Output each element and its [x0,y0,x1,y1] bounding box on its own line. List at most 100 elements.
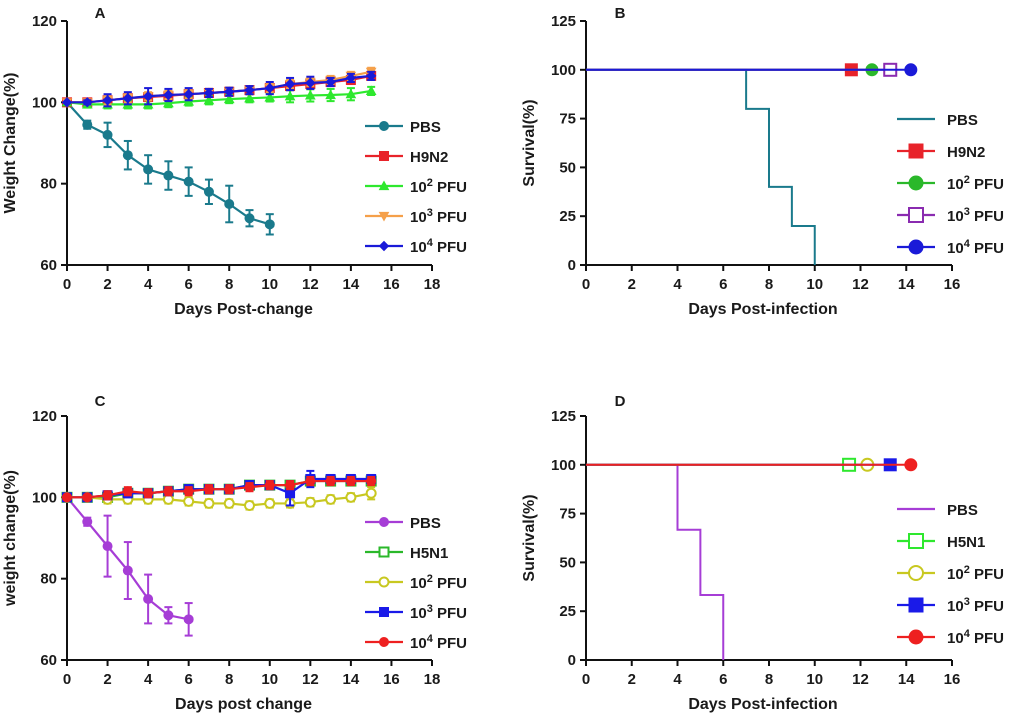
y-tick-label-d: 50 [559,554,576,571]
data-point [143,164,154,175]
data-point [122,486,133,497]
series-b-pbs [586,68,816,265]
data-point [345,476,356,487]
data-point [163,170,174,181]
legend-item-b-102: 102 PFU [897,174,1004,193]
data-point [163,97,174,108]
data-point [224,199,235,209]
legend-item-d-pbs: PBS [897,502,978,519]
data-point [264,480,275,491]
legend-label: H5N1 [410,545,448,562]
legend-item-a-pbs: PBS [365,119,441,136]
x-tick-label-d: 14 [898,671,915,688]
x-tick-label-a: 4 [144,276,153,293]
x-tick-label-c: 8 [225,671,233,688]
survival-step [586,463,725,660]
data-point [325,476,336,487]
data-point [304,496,316,508]
legend-label: 102 PFU [947,564,1004,583]
x-tick-label-d: 12 [852,671,869,688]
legend-item-c-h5n1: H5N1 [365,545,448,562]
y-tick-label-b: 75 [559,111,576,128]
legend-marker [378,546,390,558]
data-point [203,186,214,197]
x-tick-label-b: 14 [898,276,915,293]
data-point [345,88,357,99]
x-tick-label-a: 0 [63,276,71,293]
series-b-104 [586,63,918,77]
x-tick-label-b: 16 [944,276,961,293]
data-point [82,97,93,108]
data-point [183,614,194,625]
data-point [264,497,276,509]
legend-label: 103 PFU [947,596,1004,615]
legend-marker [379,607,389,617]
legend-label: 103 PFU [947,206,1004,225]
data-point [285,480,296,491]
data-point [163,610,174,621]
legend-label: PBS [410,119,441,136]
data-point [203,87,215,99]
data-point [82,119,93,130]
legend-item-b-103: 103 PFU [897,206,1004,225]
y-tick-label-c: 100 [32,489,57,506]
data-point [264,82,275,94]
survival-step [586,68,816,265]
legend-marker [908,533,924,549]
data-point [305,77,316,89]
data-point [82,516,93,527]
data-point [223,497,235,509]
data-point [284,90,296,101]
y-tick-label-d: 125 [551,408,576,425]
legend-label: PBS [410,515,441,532]
data-point [62,492,72,503]
legend-marker [378,240,390,252]
legend-item-a-102: 102 PFU [365,177,467,196]
x-tick-label-b: 0 [582,276,590,293]
x-tick-label-d: 16 [944,671,961,688]
legend-marker [908,143,924,159]
data-point [345,72,357,84]
x-tick-label-a: 18 [424,276,441,293]
series-c-pbs [62,492,194,637]
data-point [122,150,133,161]
x-tick-label-c: 10 [261,671,278,688]
y-tick-label-b: 125 [551,13,576,30]
series-line [67,74,372,104]
x-tick-label-d: 4 [673,671,682,688]
x-tick-label-b: 6 [719,276,727,293]
x-tick-label-a: 2 [103,276,111,293]
x-tick-label-b: 8 [765,276,773,293]
legend-marker [378,211,390,222]
data-point [203,484,214,495]
data-point [325,493,337,505]
legend-marker [908,565,924,581]
data-point [305,476,316,487]
series-d-pbs [586,463,725,660]
legend-item-c-102: 102 PFU [365,573,467,592]
legend-item-d-h5n1: H5N1 [897,533,985,551]
legend-item-b-pbs: PBS [897,112,978,129]
data-point [244,84,255,96]
series-c-104 [62,476,377,503]
x-tick-label-b: 2 [628,276,636,293]
y-tick-label-b: 100 [551,62,576,79]
legend-marker [908,207,924,223]
x-tick-label-c: 6 [184,671,192,688]
x-tick-label-c: 16 [383,671,400,688]
legend-item-d-102: 102 PFU [897,564,1004,583]
legend-item-a-104: 104 PFU [365,237,467,256]
data-point [183,495,195,507]
data-point [284,78,296,90]
data-point [163,486,174,497]
x-tick-label-a: 16 [383,276,400,293]
x-tick-label-a: 12 [302,276,319,293]
legend-item-c-104: 104 PFU [365,633,467,652]
series-line [67,479,372,499]
y-tick-label-c: 60 [40,652,57,669]
legend-label: H9N2 [410,149,448,166]
series-line [67,70,372,104]
legend-item-a-103: 103 PFU [365,207,467,226]
legend-marker [908,597,924,613]
